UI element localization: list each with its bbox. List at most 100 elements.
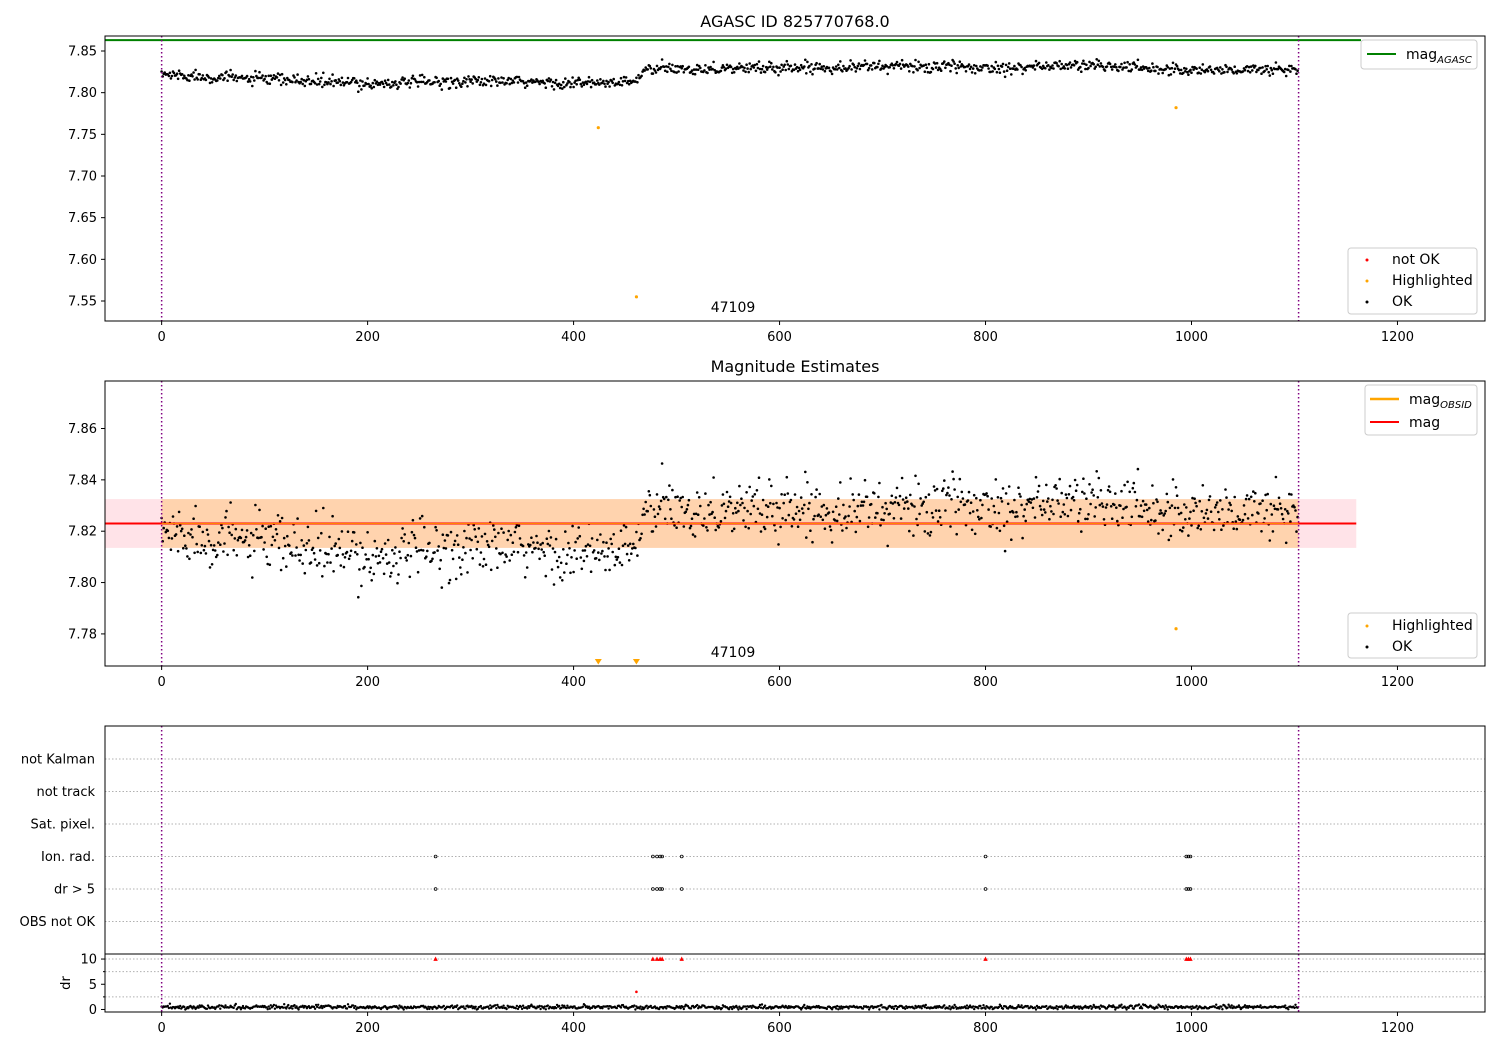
ok-point bbox=[599, 78, 602, 81]
ok-point bbox=[495, 80, 498, 83]
ok-point bbox=[402, 540, 406, 543]
ok-point bbox=[998, 71, 1002, 74]
ok-point bbox=[471, 82, 475, 85]
ok-point bbox=[317, 561, 321, 565]
ok-point bbox=[433, 81, 436, 84]
ok-point bbox=[621, 544, 625, 547]
ok-point bbox=[663, 69, 667, 73]
ok-point bbox=[302, 544, 306, 547]
y-tick-label: 7.80 bbox=[68, 576, 97, 591]
dr-point bbox=[653, 1005, 657, 1008]
ok-point bbox=[246, 80, 250, 83]
ok-point bbox=[1140, 515, 1144, 519]
ok-point bbox=[890, 494, 894, 498]
ok-point bbox=[708, 513, 711, 516]
ok-point bbox=[361, 80, 364, 83]
ok-point bbox=[1170, 504, 1174, 507]
dr-point bbox=[315, 1005, 319, 1009]
ok-point bbox=[594, 83, 598, 86]
ok-point bbox=[624, 525, 628, 529]
ok-point bbox=[297, 553, 300, 557]
ok-point bbox=[461, 82, 464, 85]
x-tick-label: 1200 bbox=[1381, 675, 1414, 690]
dr-point bbox=[657, 1007, 661, 1011]
ok-point bbox=[1284, 541, 1288, 545]
ok-point bbox=[939, 69, 943, 72]
ok-point bbox=[607, 547, 610, 550]
flag-point bbox=[655, 887, 659, 891]
dr-point bbox=[1114, 1008, 1117, 1011]
ok-point bbox=[1016, 68, 1019, 71]
ok-point bbox=[813, 514, 816, 518]
ok-point bbox=[1225, 65, 1228, 69]
ok-point bbox=[1095, 470, 1098, 473]
ok-point bbox=[1004, 492, 1008, 495]
ok-point bbox=[1138, 515, 1142, 518]
ok-point bbox=[554, 537, 558, 541]
dr-point bbox=[894, 1004, 898, 1008]
ok-point bbox=[228, 531, 231, 534]
ok-point bbox=[1081, 490, 1084, 494]
ok-point bbox=[1088, 60, 1091, 64]
ok-point bbox=[680, 67, 683, 70]
ok-point bbox=[590, 537, 594, 540]
ok-point bbox=[1268, 74, 1272, 77]
ok-point bbox=[1242, 504, 1246, 507]
ok-point bbox=[1190, 524, 1193, 527]
ok-point bbox=[589, 570, 593, 573]
ok-point bbox=[1190, 71, 1193, 74]
ok-point bbox=[635, 530, 638, 534]
ok-point bbox=[1024, 69, 1027, 72]
ok-point bbox=[758, 512, 762, 515]
ok-point bbox=[725, 63, 729, 67]
ok-point bbox=[916, 68, 919, 72]
ok-point bbox=[279, 83, 283, 87]
ok-point bbox=[706, 71, 709, 75]
ok-point bbox=[860, 500, 864, 504]
ok-point bbox=[447, 581, 451, 585]
ok-point bbox=[512, 81, 516, 84]
dr-point bbox=[238, 1006, 242, 1009]
ok-point bbox=[186, 555, 189, 558]
ok-point bbox=[261, 524, 264, 528]
ok-point bbox=[730, 529, 734, 533]
ok-point bbox=[321, 85, 324, 89]
ok-point bbox=[873, 492, 876, 495]
ok-point bbox=[658, 507, 662, 511]
ok-point bbox=[1150, 518, 1153, 522]
ok-point bbox=[352, 531, 356, 534]
ok-point bbox=[196, 78, 199, 81]
ok-point bbox=[648, 64, 652, 68]
ok-point bbox=[529, 543, 532, 547]
ok-point bbox=[435, 76, 438, 80]
ok-point bbox=[356, 553, 359, 556]
ok-point bbox=[799, 496, 803, 499]
ok-point bbox=[1062, 503, 1066, 506]
ok-point bbox=[799, 63, 803, 67]
ok-point bbox=[746, 509, 749, 513]
flag-point bbox=[1188, 887, 1193, 891]
ok-point bbox=[770, 61, 773, 65]
ok-point bbox=[373, 78, 377, 82]
ok-point bbox=[1161, 71, 1164, 75]
ok-point bbox=[953, 62, 956, 65]
ok-point bbox=[1027, 500, 1031, 503]
ok-point bbox=[470, 538, 473, 542]
ok-point bbox=[210, 81, 214, 84]
dr-point bbox=[581, 1005, 585, 1008]
ok-point bbox=[1068, 484, 1072, 488]
ok-point bbox=[654, 525, 658, 528]
ok-point bbox=[166, 529, 170, 533]
ok-point bbox=[692, 68, 696, 71]
dr-point bbox=[837, 1008, 840, 1011]
ok-point bbox=[1023, 66, 1026, 70]
dr-point bbox=[1033, 1006, 1037, 1009]
ok-point bbox=[403, 77, 407, 80]
ok-point bbox=[1220, 72, 1223, 75]
ok-point bbox=[632, 542, 635, 546]
ok-point bbox=[450, 548, 454, 552]
ok-point bbox=[1295, 72, 1298, 75]
ok-point bbox=[340, 76, 344, 80]
ok-point bbox=[882, 518, 885, 522]
ok-point bbox=[370, 87, 374, 90]
